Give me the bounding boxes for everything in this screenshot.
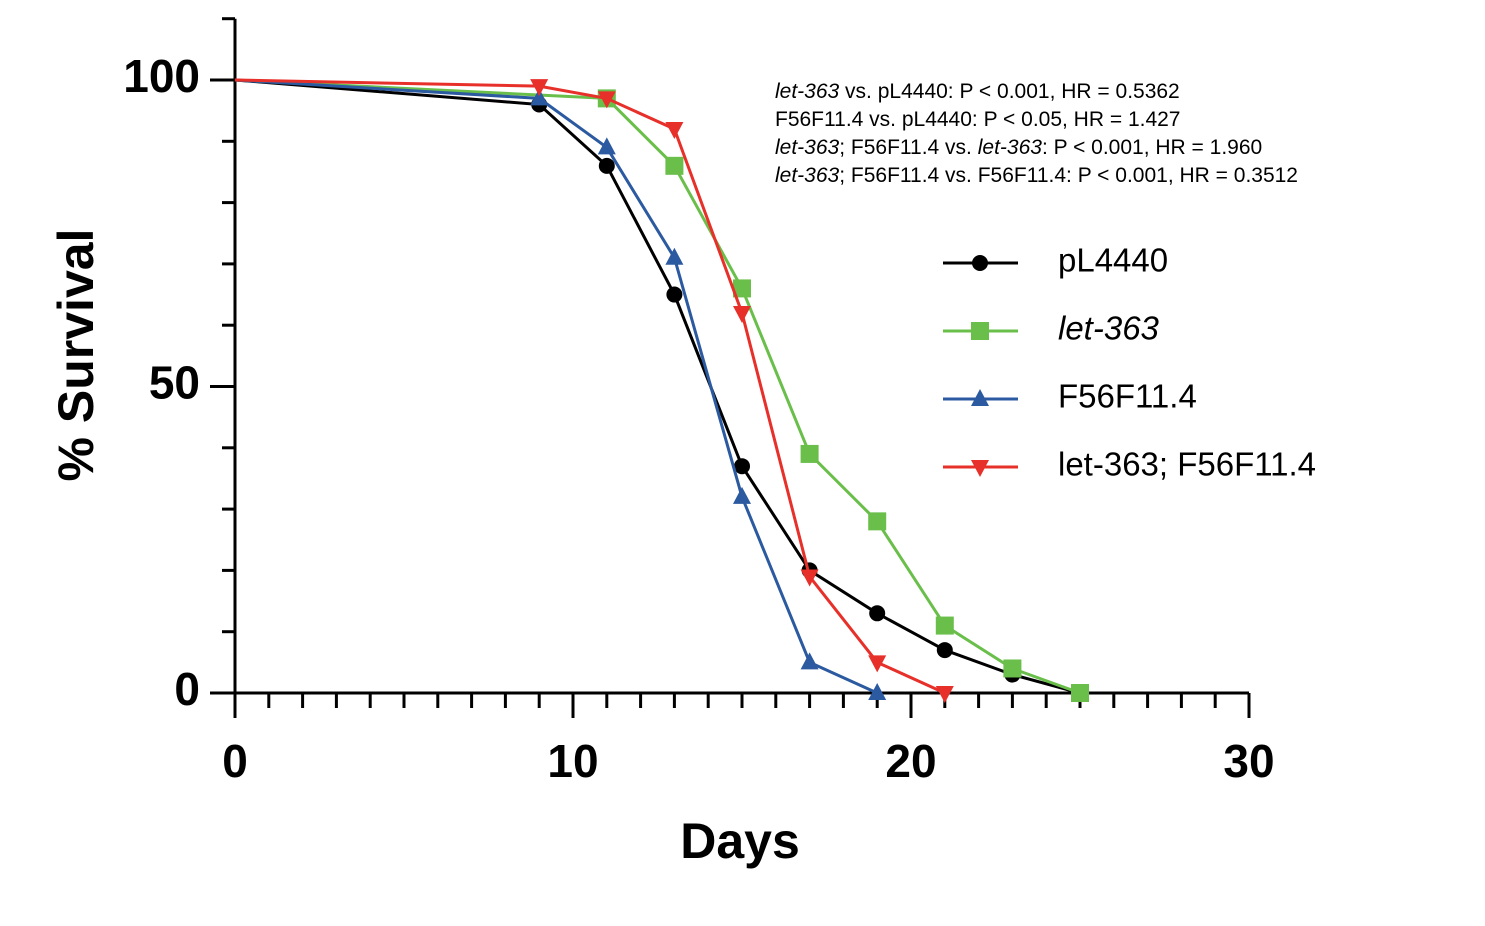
marker [935, 686, 954, 703]
marker [1003, 659, 1022, 678]
marker [800, 652, 819, 670]
marker [530, 88, 549, 106]
marker [869, 605, 886, 622]
marker [666, 286, 683, 303]
annotation-segment: let-363 [978, 136, 1043, 159]
marker [597, 91, 616, 109]
legend-label: pL4440 [1058, 242, 1168, 279]
marker [733, 305, 751, 323]
y-tick-label: 50 [149, 357, 200, 409]
legend-label: let-363; F56F11.4 [1058, 446, 1316, 483]
marker [936, 642, 953, 659]
marker [733, 486, 751, 504]
marker [733, 279, 751, 298]
annotation-segment: let-363 [775, 136, 840, 159]
annotation: let-363 vs. pL4440: P < 0.001, HR = 0.53… [775, 80, 1180, 103]
series [234, 78, 887, 700]
legend-item: F56F11.4 [943, 378, 1197, 415]
annotation: let-363; F56F11.4 vs. F56F11.4: P < 0.00… [775, 164, 1298, 187]
legend-item: pL4440 [943, 242, 1168, 279]
legend-marker [971, 460, 989, 477]
annotation-segment: ; F56F11.4 vs. F56F11.4: P < 0.001, HR =… [839, 164, 1298, 187]
legend-label: F56F11.4 [1058, 378, 1197, 415]
legend-item: let-363; F56F11.4 [943, 446, 1316, 483]
y-tick-label: 100 [123, 50, 200, 102]
marker [734, 458, 750, 475]
marker [598, 157, 615, 174]
y-axis-title: % Survival [48, 229, 104, 482]
x-axis-title: Days [680, 813, 800, 869]
annotation-segment: vs. pL4440: P < 0.001, HR = 0.5362 [839, 80, 1180, 103]
marker [597, 137, 616, 155]
marker [800, 444, 819, 463]
marker [935, 616, 954, 635]
marker [868, 655, 887, 673]
series [234, 78, 954, 703]
x-tick-label: 10 [547, 735, 598, 787]
legend-marker [971, 322, 989, 340]
annotation: F56F11.4 vs. pL4440: P < 0.05, HR = 1.42… [775, 108, 1181, 131]
series-line [234, 78, 946, 695]
series [234, 78, 1089, 702]
marker [665, 247, 684, 265]
marker [868, 683, 887, 700]
x-tick-label: 30 [1223, 735, 1274, 787]
legend-item: let-363 [943, 310, 1160, 347]
legend-label: let-363 [1058, 310, 1160, 347]
annotation-segment: F56F11.4 vs. pL4440: P < 0.05, HR = 1.42… [775, 108, 1181, 131]
legend-marker [972, 255, 988, 271]
legend-marker [971, 389, 989, 406]
x-tick-label: 0 [222, 735, 248, 787]
annotation-segment: ; F56F11.4 vs. [839, 136, 978, 159]
x-tick-label: 20 [885, 735, 936, 787]
annotation: let-363; F56F11.4 vs. let-363: P < 0.001… [775, 136, 1262, 159]
series-line [234, 78, 1081, 695]
marker [665, 156, 684, 175]
marker [1071, 684, 1089, 702]
annotation-segment: let-363 [775, 80, 840, 103]
marker [530, 79, 549, 97]
y-tick-label: 0 [174, 663, 200, 715]
marker [868, 512, 887, 531]
marker [800, 569, 819, 587]
annotation-segment: let-363 [775, 164, 840, 187]
annotation-segment: : P < 0.001, HR = 1.960 [1042, 136, 1262, 159]
marker [665, 122, 684, 140]
